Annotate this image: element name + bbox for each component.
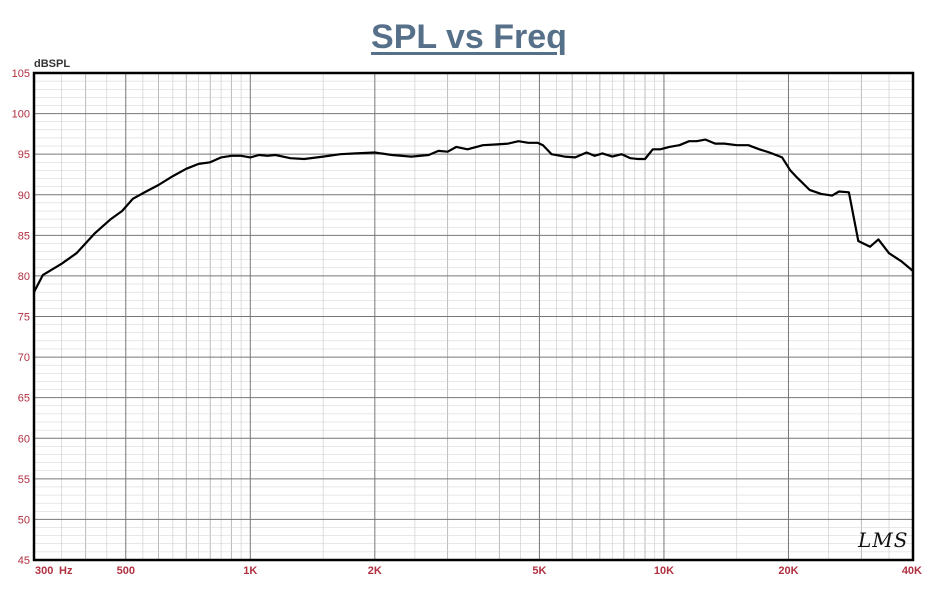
x-tick-labels: 300 500 1K 2K 5K 10K 20K 40K Hz — [35, 565, 922, 577]
x-tick-label: 40K — [902, 565, 922, 577]
y-tick-label: 85 — [18, 230, 30, 242]
x-tick-label: 500 — [117, 565, 135, 577]
x-tick-label: 2K — [368, 565, 382, 577]
spl-curve-line — [33, 138, 914, 293]
y-tick-label: 90 — [18, 190, 30, 202]
chart-title: SPL vs Freq — [371, 18, 567, 56]
y-tick-label: 75 — [18, 312, 30, 324]
y-tick-label: 50 — [18, 514, 30, 526]
x-tick-label: 5K — [532, 565, 546, 577]
major-gridlines — [34, 73, 913, 560]
x-tick-label: 20K — [778, 565, 798, 577]
y-tick-label: 65 — [18, 393, 30, 405]
y-axis-label: dBSPL — [34, 58, 71, 70]
y-tick-label: 100 — [12, 109, 30, 121]
y-tick-label: 70 — [18, 352, 30, 364]
x-tick-label: 10K — [654, 565, 674, 577]
y-tick-label: 95 — [18, 149, 30, 161]
x-unit-label: Hz — [59, 565, 73, 577]
y-tick-labels: 45 50 55 60 65 70 75 80 85 90 95 100 105 — [12, 68, 30, 567]
x-tick-label: 1K — [243, 565, 257, 577]
y-tick-label: 60 — [18, 433, 30, 445]
y-tick-label: 45 — [18, 555, 30, 567]
y-tick-label: 105 — [12, 68, 30, 80]
y-tick-label: 80 — [18, 271, 30, 283]
lms-watermark: LMS — [858, 528, 909, 552]
y-tick-label: 55 — [18, 474, 30, 486]
plot-frame — [32, 71, 915, 562]
x-tick-label: 300 — [35, 565, 53, 577]
